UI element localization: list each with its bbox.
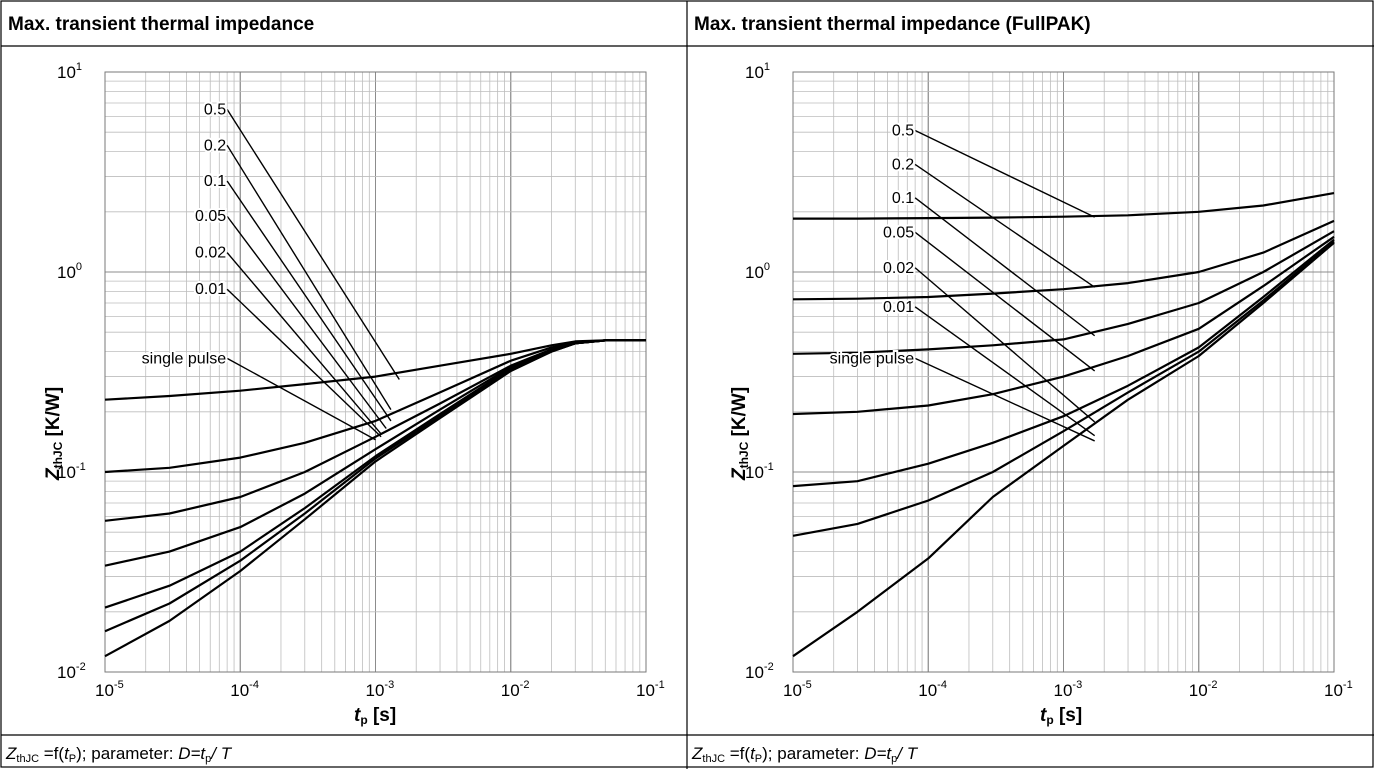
right-x-tick-label: 10-2 [1189,679,1218,700]
caption-d-sub: p [891,753,898,765]
right-panel-title: Max. transient thermal impedance (FullPA… [694,14,1091,35]
right-leader-line [914,267,1096,423]
right-series-line [792,230,1335,355]
right-leader-line [914,129,1095,218]
left-leader-line [226,288,382,438]
left-series-label: single pulse [142,350,227,367]
right-series-line [792,219,1335,301]
right-series-label: 0.2 [892,156,914,173]
right-y-tick-label: 10-2 [745,661,774,682]
right-grid [792,71,1335,673]
caption-arg: t [750,744,755,763]
left-y-tick-label: 100 [57,261,82,282]
caption-rest: ); parameter: [76,744,179,763]
caption-eq: =f( [725,744,751,763]
right-x-tick-label: 10-5 [783,679,812,700]
right-series-line [792,241,1335,658]
left-x-tick-label: 10-4 [230,679,259,700]
right-plot-border [792,71,1335,673]
right-y-tick-label: 100 [745,261,770,282]
right-y-tick-label: 10-1 [745,461,774,482]
left-leader-line [226,144,392,411]
left-series-6: single pulse [104,339,646,658]
left-chart: 10-5 10-4 10-3 10-2 10-1 10-2 10-1 100 101 0.5 0.2… [57,61,665,700]
right-series-label: 0.02 [883,260,914,277]
left-x-axis-title: tp [s] [354,705,397,727]
caption-rest: ); parameter: [762,744,865,763]
left-x-tick-label: 10-1 [636,679,665,700]
left-series-label: 0.02 [195,245,226,262]
right-leader-line [914,357,1095,442]
right-series-1: 0.2 [792,154,1335,301]
right-series-label: 0.1 [892,190,914,207]
right-caption: ZthJC =f(tP); parameter: D=tp/ T [692,744,917,765]
right-chart: 10-5 10-4 10-3 10-2 10-1 10-2 10-1 100 101 0.5 0.2… [745,61,1353,700]
left-x-tick-label: 10-5 [95,679,124,700]
right-series-line [793,192,1335,220]
caption-arg-sub: P [754,753,763,765]
right-series-line [792,240,1335,537]
left-panel-title: Max. transient thermal impedance [8,14,315,35]
right-leader-line [914,197,1096,337]
left-leader-line [226,109,400,380]
left-y-tick-label: 101 [57,61,82,82]
right-series-3: 0.05 [792,222,1335,416]
right-series-label: 0.05 [883,224,914,241]
caption-d-rest: / T [211,744,232,763]
caption-symbol: Z [6,744,17,763]
caption-symbol-sub: thJC [702,753,726,765]
left-series-label: 0.2 [204,137,226,154]
left-y-axis-title: ZthJC [K/W] [43,386,65,480]
right-series-4: 0.02 [792,238,1335,488]
left-x-tick-label: 10-3 [366,679,395,700]
left-series-label: 0.05 [195,208,226,225]
right-series-0: 0.5 [793,120,1335,220]
left-y-tick-label: 10-2 [57,661,86,682]
left-plot-border [104,71,647,673]
right-series-line [792,238,1335,488]
right-x-tick-label: 10-4 [918,679,947,700]
right-series-2: 0.1 [792,188,1335,355]
right-leader-line [914,231,1096,372]
left-grid [104,71,647,673]
caption-arg-sub: P [68,753,77,765]
caption-symbol-sub: thJC [16,753,40,765]
left-caption: ZthJC =f(tP); parameter: D=tp/ T [6,744,231,765]
right-series-label: 0.01 [883,299,914,316]
caption-eq: =f( [39,744,65,763]
right-series-5: 0.01 [792,240,1335,537]
right-series-6: single pulse [792,241,1335,658]
left-leader-line [226,215,387,429]
right-series-label: single pulse [830,350,915,367]
left-series-label: 0.1 [204,173,226,190]
left-leader-line [226,180,392,422]
left-series-label: 0.5 [204,101,226,118]
left-x-tick-label: 10-2 [501,679,530,700]
caption-symbol: Z [692,744,703,763]
left-series-line [104,339,646,658]
caption-d-label: D=t [864,744,892,763]
right-y-tick-label: 101 [745,61,770,82]
right-leader-line [914,163,1096,288]
right-x-tick-label: 10-1 [1324,679,1353,700]
caption-arg: t [64,744,69,763]
right-y-axis-title: ZthJC [K/W] [729,386,751,480]
left-y-tick-label: 10-1 [57,461,86,482]
left-leader-line [226,252,382,435]
right-series-label: 0.5 [892,122,914,139]
right-series-line [792,235,1335,416]
caption-d-rest: / T [897,744,918,763]
caption-d-label: D=t [178,744,206,763]
left-series-4: 0.02 [104,243,646,609]
right-x-tick-label: 10-3 [1054,679,1083,700]
right-x-axis-title: tp [s] [1040,705,1083,727]
left-leader-line [226,357,376,441]
caption-d-sub: p [205,753,212,765]
right-leader-line [914,306,1096,437]
left-series-label: 0.01 [195,281,226,298]
